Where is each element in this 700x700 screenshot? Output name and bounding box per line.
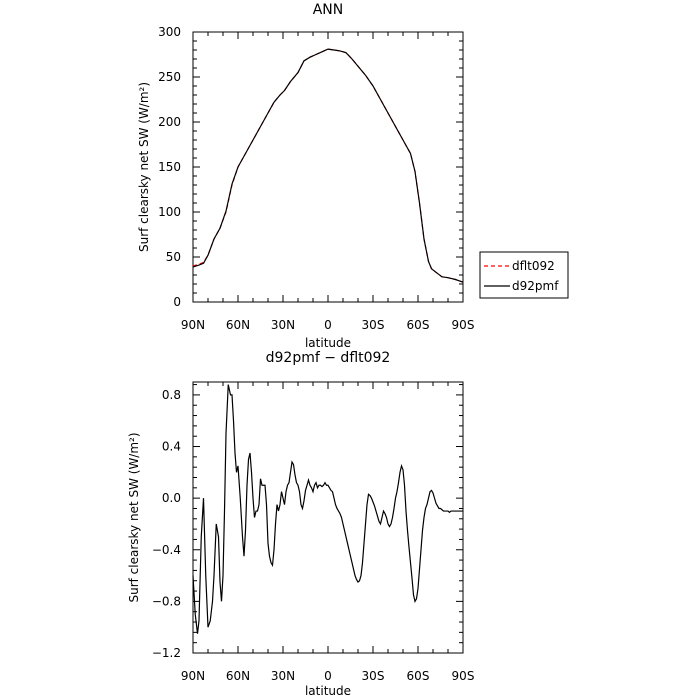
- x-tick-label: 0: [324, 318, 332, 332]
- y-tick-label: 300: [158, 25, 181, 39]
- x-tick-label: 60S: [407, 669, 430, 683]
- y-tick-label: 0.4: [162, 440, 181, 454]
- chart-title: d92pmf − dflt092: [266, 350, 391, 366]
- chart-panel-1: ANN 90N 60N 30N 0 30S 60S 90S 0 50 100 150 200 250 300…: [137, 2, 569, 350]
- y-tick-label: −0.8: [152, 594, 181, 608]
- x-tick-label: 30S: [362, 318, 385, 332]
- plot-frame: [192, 31, 464, 303]
- x-tick-label: 90N: [181, 669, 205, 683]
- y-tick-label: 100: [158, 205, 181, 219]
- y-axis-label: Surf clearsky net SW (W/m²): [127, 432, 141, 602]
- x-tick-label: 90S: [452, 669, 475, 683]
- legend-label: dflt092: [512, 259, 555, 273]
- y-tick-label: 0.8: [162, 388, 181, 402]
- series-line-d92pmf − dflt092: [192, 384, 463, 634]
- x-tick-label: 30N: [271, 318, 295, 332]
- y-tick-label: −1.2: [152, 646, 181, 660]
- series-line-d92pmf: [192, 48, 464, 283]
- x-axis-label: latitude: [305, 336, 351, 350]
- y-tick-label: 0.0: [162, 491, 181, 505]
- legend: dflt092 d92pmf: [479, 251, 569, 299]
- legend-box: [479, 251, 569, 299]
- y-axis-label: Surf clearsky net SW (W/m²): [137, 82, 151, 252]
- y-tick-label: −0.4: [152, 543, 181, 557]
- y-tick-label: 200: [158, 115, 181, 129]
- chart-title: ANN: [313, 2, 344, 18]
- x-axis-label: latitude: [305, 684, 351, 698]
- legend-label: d92pmf: [512, 279, 559, 293]
- y-tick-label: 150: [158, 160, 181, 174]
- x-tick-label: 60N: [226, 318, 250, 332]
- y-tick-label: 250: [158, 70, 181, 84]
- x-tick-label: 60S: [407, 318, 430, 332]
- x-tick-label: 30N: [271, 669, 295, 683]
- x-tick-label: 60N: [226, 669, 250, 683]
- x-tick-label: 90N: [181, 318, 205, 332]
- x-tick-label: 0: [324, 669, 332, 683]
- x-tick-label: 90S: [452, 318, 475, 332]
- x-tick-label: 30S: [362, 669, 385, 683]
- chart-panel-2: d92pmf − dflt092 90N 60N 30N 0 30S 60S 90S −1.2 −…: [127, 350, 474, 698]
- y-tick-label: 50: [166, 250, 181, 264]
- series-line-dflt092: [192, 48, 464, 283]
- y-tick-label: 0: [173, 295, 181, 309]
